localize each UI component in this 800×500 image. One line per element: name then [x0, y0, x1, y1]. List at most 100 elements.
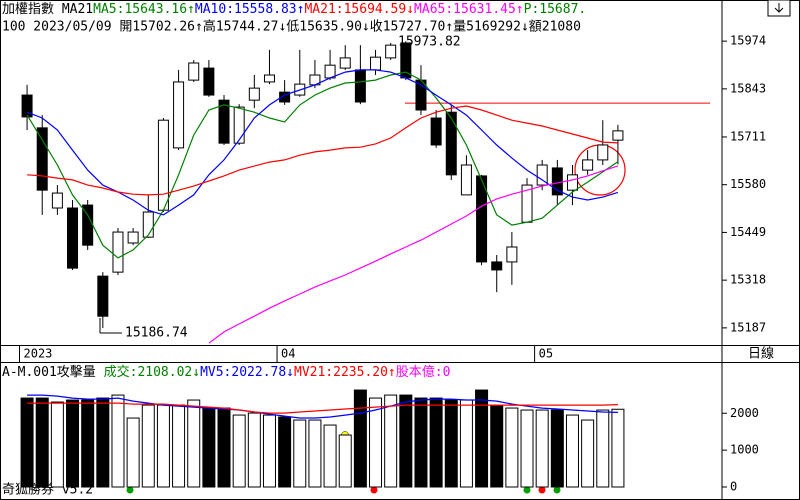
header-item: MV5:2022.78↓	[200, 365, 294, 380]
volume-bar	[202, 407, 216, 488]
header-item: 成交:2108.02↓	[104, 364, 200, 380]
period[interactable]: 日線	[748, 346, 774, 362]
volume-bar	[278, 416, 292, 488]
header-item: MV21:2235.20↑	[294, 365, 396, 380]
candle-body	[582, 159, 594, 171]
signal-dot	[370, 486, 378, 494]
scroll-icon	[774, 3, 784, 13]
volume-bar	[20, 397, 34, 488]
candle-body	[157, 119, 169, 211]
volume-bar	[505, 407, 519, 488]
candle-body	[339, 57, 351, 69]
candle-body	[142, 211, 154, 238]
signal-dot	[523, 486, 531, 494]
candle-body	[506, 246, 518, 263]
volume-bar	[232, 414, 246, 488]
candle-body	[445, 111, 457, 176]
candle-body	[536, 164, 548, 186]
ma-line	[208, 165, 619, 344]
y-tick-label: 15711	[730, 129, 766, 143]
annotation: 15186.74	[125, 326, 188, 341]
candle-body	[612, 130, 624, 141]
candle-body	[51, 192, 63, 209]
y-tick-label: 15580	[730, 177, 766, 191]
header-row: 100 2023/05/09 開15702.26↑高15744.27↓低1563…	[2, 19, 581, 35]
candle-body	[203, 67, 215, 96]
y-tick-label: 15843	[730, 81, 766, 95]
volume-bar	[596, 409, 610, 488]
volume-bar	[429, 397, 443, 488]
candle-body	[597, 144, 609, 161]
candle-body	[67, 207, 79, 269]
volume-bar	[66, 399, 80, 488]
candle-body	[370, 56, 382, 71]
volume-bar	[369, 397, 383, 488]
y-tick-label: 15318	[730, 273, 766, 287]
header-item: MA65:15631.45↑	[414, 2, 524, 17]
header-item: P:15687.	[524, 2, 587, 17]
volume-bar	[459, 399, 473, 488]
candle-body	[279, 91, 291, 103]
signal-dot	[126, 486, 134, 494]
volume-bar	[50, 401, 64, 488]
volume-bar	[172, 404, 186, 488]
candle-body	[385, 44, 397, 59]
volume-bar	[353, 389, 367, 488]
header-item: MA21:15694.59↓	[304, 2, 414, 17]
y-tick-label: 15974	[730, 34, 766, 48]
header-row: 加權指數 MA21MA5:15643.16↑MA10:15558.83↑MA21…	[2, 2, 586, 17]
ma-line	[26, 71, 619, 259]
candle-body	[233, 106, 245, 144]
candle-body	[21, 94, 33, 118]
signal-dot	[553, 486, 561, 494]
candle-body	[460, 164, 472, 196]
y-tick-label: 2000	[730, 406, 759, 420]
volume-bar	[520, 409, 534, 488]
ma-line	[27, 105, 618, 196]
volume-bar	[535, 409, 549, 488]
volume-bar	[611, 408, 625, 488]
candle-body	[188, 62, 200, 81]
volume-bar	[384, 394, 398, 488]
x-tick-label: 05	[539, 347, 553, 361]
volume-bar	[96, 397, 110, 488]
volume-bar	[308, 419, 322, 488]
volume-bar	[565, 414, 579, 488]
candle-body	[97, 275, 109, 317]
ma-line	[27, 402, 618, 414]
volume-bar	[293, 419, 307, 488]
ma-line	[26, 69, 619, 216]
volume-bar	[156, 404, 170, 488]
volume-bar	[444, 399, 458, 488]
candle-body	[248, 87, 260, 101]
header-item: 股本億:0	[396, 364, 451, 380]
annotation: 15973.82	[398, 35, 461, 50]
y-tick-label: 15187	[730, 320, 766, 334]
volume-bar	[581, 419, 595, 488]
signal-dot	[538, 486, 546, 494]
y-tick-label: 15449	[730, 225, 766, 239]
volume-bar	[111, 394, 125, 488]
volume-bar	[550, 409, 564, 488]
volume-bar	[414, 397, 428, 488]
candle-body	[173, 81, 185, 149]
candle-body	[491, 261, 503, 271]
candle-body	[430, 117, 442, 146]
candle-body	[263, 74, 275, 83]
volume-bar	[490, 404, 504, 488]
volume-bar	[247, 412, 261, 488]
volume-header: A-M.001攻擊量 成交:2108.02↓MV5:2022.78↓MV21:2…	[2, 364, 450, 380]
volume-bar	[35, 397, 49, 488]
volume-bar	[141, 404, 155, 488]
volume-bar	[126, 417, 140, 488]
volume-bar	[399, 394, 413, 488]
volume-bar	[338, 434, 352, 488]
x-tick-label: 2023	[24, 347, 53, 361]
y-tick-label: 0	[730, 480, 737, 494]
candle-body	[127, 231, 139, 244]
volume-bar	[262, 414, 276, 488]
volume-bar	[217, 407, 231, 488]
x-tick-label: 04	[281, 347, 295, 361]
